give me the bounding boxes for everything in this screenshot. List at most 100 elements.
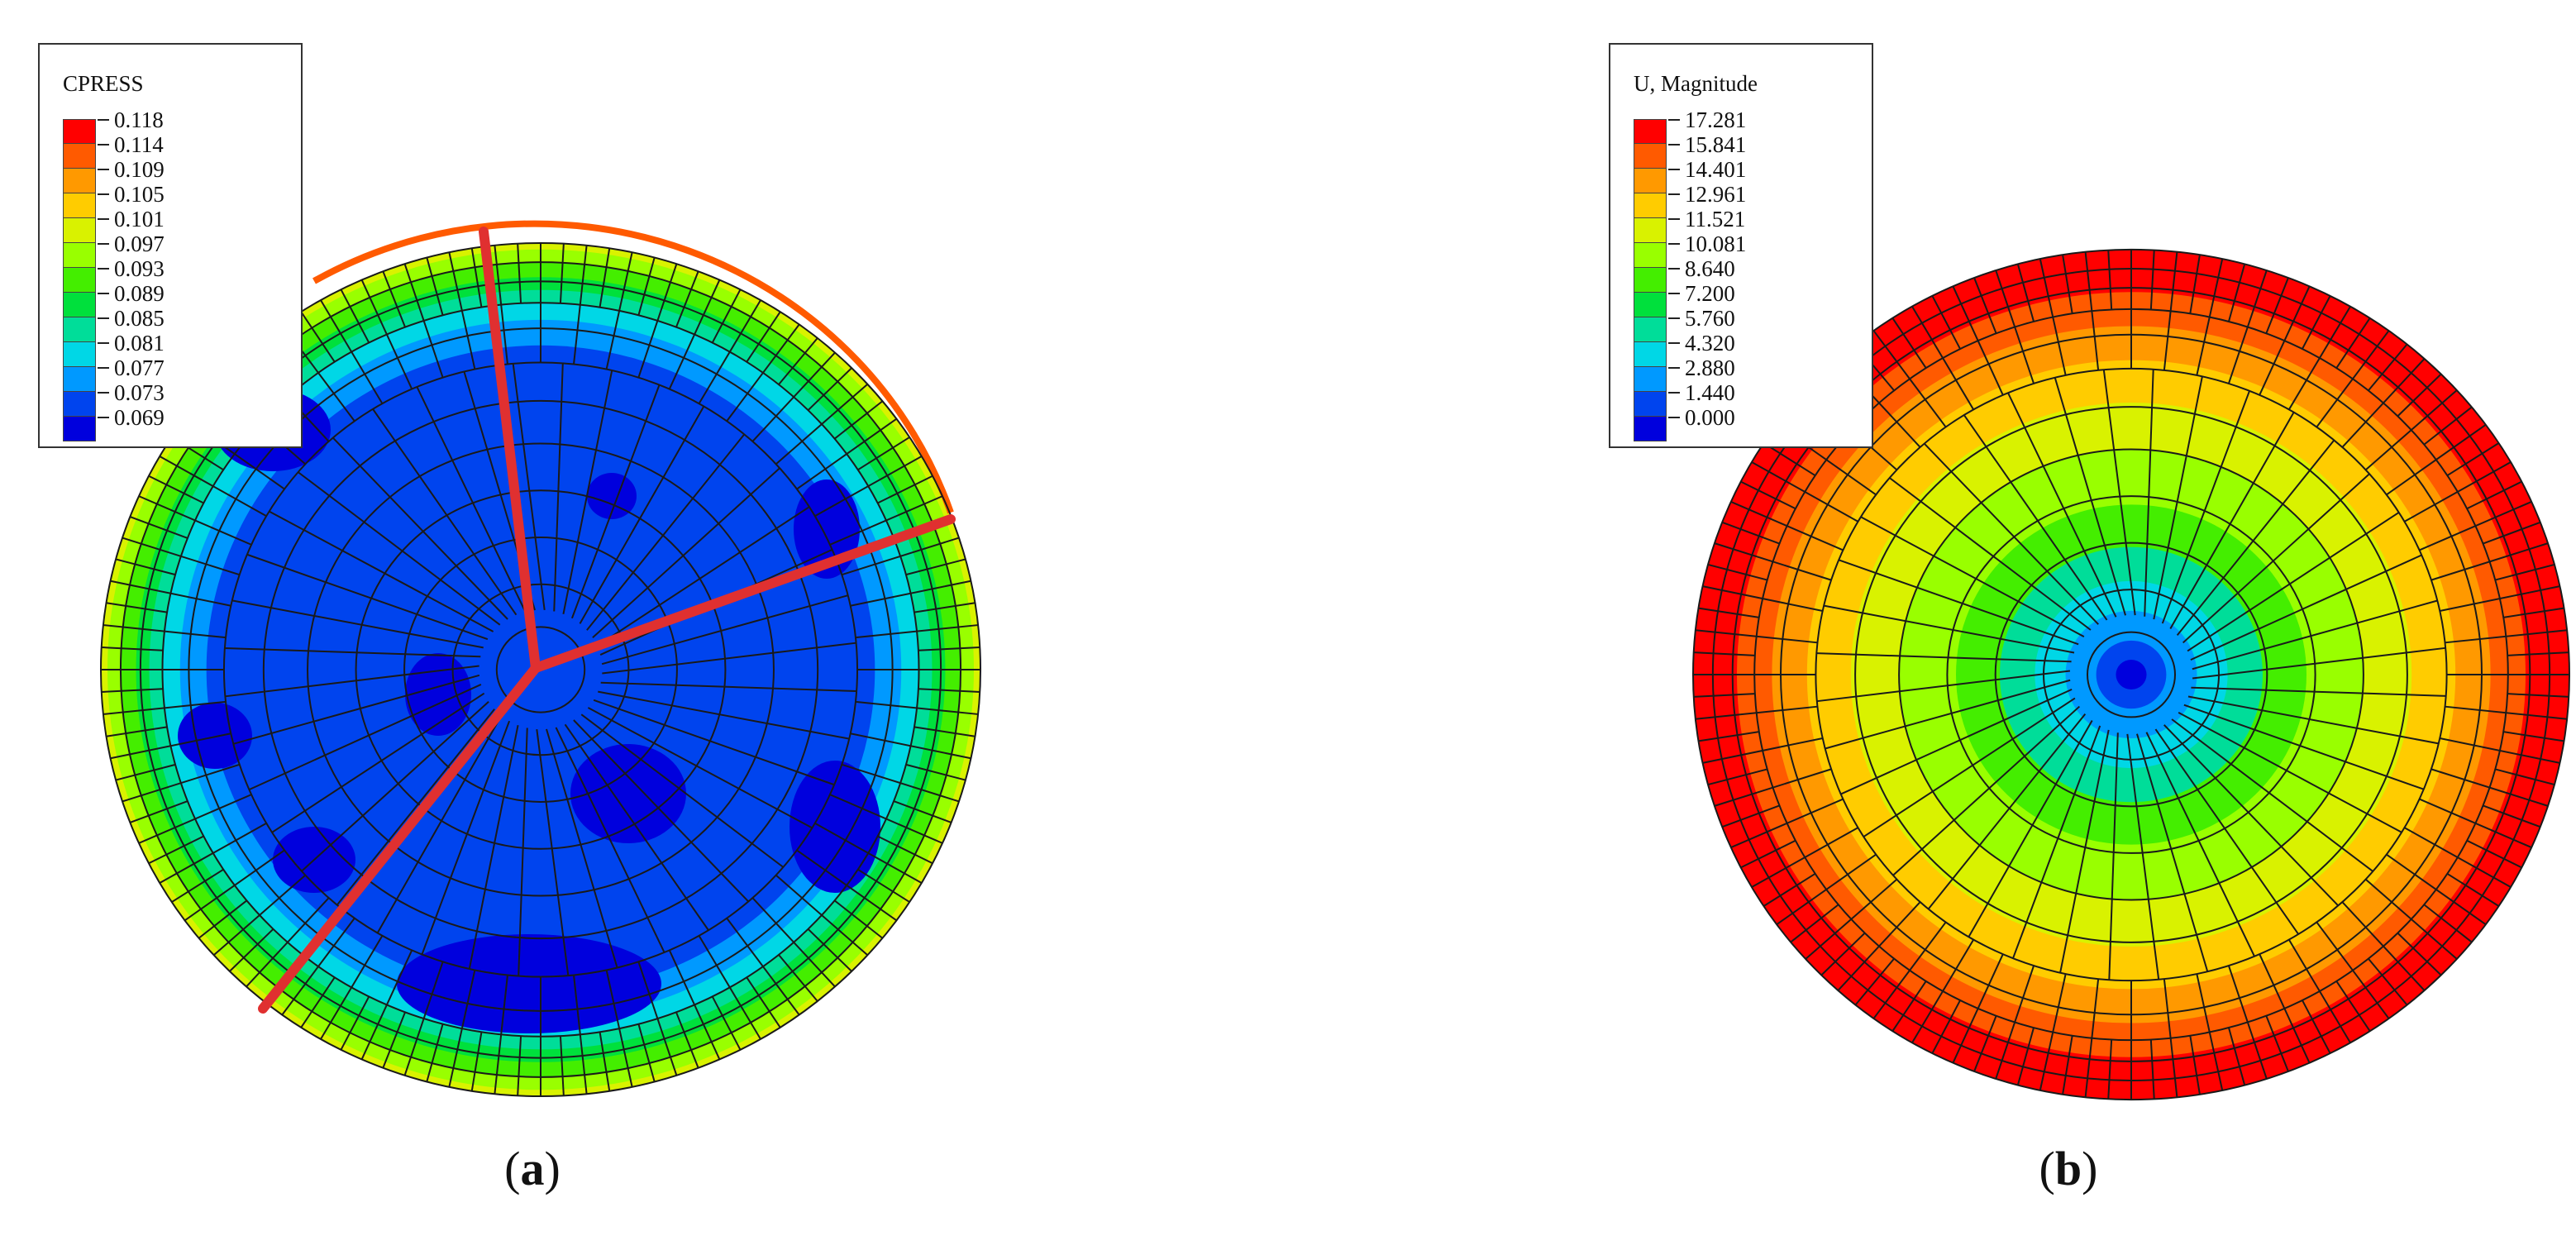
mesh-edge — [675, 1011, 699, 1069]
mesh-edge — [115, 763, 176, 781]
mesh-edge — [115, 558, 176, 576]
mesh-edge — [778, 337, 818, 385]
mesh-edge — [2039, 973, 2067, 1091]
mesh-edge — [2196, 258, 2224, 376]
mesh-edge — [592, 467, 780, 639]
legend-a: CPRESS 0.118 0.114 0.109 0.105 0.101 0.097 0.0… — [38, 43, 303, 448]
mesh-edge — [2108, 732, 2119, 980]
mesh-edge — [2397, 932, 2442, 976]
mesh-edge — [775, 383, 869, 465]
legend-swatch — [63, 417, 96, 441]
mesh-edge — [2259, 285, 2311, 396]
mesh-edge — [248, 684, 482, 791]
legend-swatch — [1634, 193, 1667, 218]
mesh-edge — [2007, 392, 2117, 618]
mesh-edge — [829, 794, 943, 844]
mesh-edge — [2171, 718, 2373, 872]
mesh-edge — [340, 995, 370, 1051]
mesh-ring — [2087, 631, 2176, 718]
mesh-edge — [2386, 424, 2487, 496]
caption-b: (b) — [2039, 1142, 2098, 1195]
mesh-edge — [320, 935, 384, 1040]
mesh-edge — [1963, 414, 2108, 621]
mesh-edge — [2192, 646, 2446, 680]
mesh-edge — [2335, 980, 2371, 1032]
mesh-edge — [637, 263, 678, 378]
mesh-edge — [1714, 768, 1832, 807]
mesh-edge — [2107, 250, 2113, 310]
mesh-edge — [605, 970, 633, 1087]
mesh-edge — [751, 897, 836, 988]
legend-swatch — [1634, 317, 1667, 342]
mesh-edge — [2176, 439, 2335, 637]
mesh-edge — [2446, 442, 2500, 477]
mesh-edge — [2084, 979, 2100, 1098]
legend-swatch — [63, 243, 96, 268]
mesh-edge — [212, 874, 307, 957]
legend-swatch — [63, 193, 96, 218]
mesh-edge — [159, 456, 267, 518]
mesh-edge — [512, 363, 546, 611]
mesh-edge — [2136, 733, 2209, 972]
mesh-edge — [599, 1032, 611, 1091]
mesh-edge — [602, 642, 856, 675]
contour-plot-a — [100, 220, 981, 1098]
legend-swatch — [1634, 342, 1667, 367]
mesh-edge — [360, 279, 413, 389]
mesh-edge — [2341, 901, 2426, 991]
mesh-edge — [914, 726, 976, 737]
partition-lines — [258, 227, 956, 1014]
mesh-edge — [905, 763, 966, 781]
mesh-edge — [796, 849, 897, 922]
mesh-edge — [1695, 705, 1818, 720]
mesh-edge — [2149, 1039, 2155, 1100]
mesh-edge — [148, 835, 204, 865]
mesh-edge — [448, 970, 476, 1087]
legend-b: U, Magnitude 17.281 15.841 14.401 12.961 11.… — [1609, 43, 1873, 448]
mesh-edge — [2440, 737, 2560, 764]
mesh-edge — [320, 299, 384, 404]
mesh-ring — [307, 442, 775, 897]
mesh-edge — [833, 899, 884, 939]
mesh-edge — [598, 690, 850, 740]
mesh-edge — [2287, 939, 2351, 1043]
mesh-edge — [751, 351, 836, 442]
mesh-edge — [546, 728, 618, 968]
mesh-edge — [138, 794, 252, 844]
mesh-edge — [579, 406, 705, 624]
mesh-edge — [332, 437, 508, 620]
mesh-edge — [129, 800, 188, 823]
mesh-edge — [2191, 686, 2446, 697]
mesh-edge — [857, 437, 910, 471]
mesh-edge — [2187, 695, 2439, 745]
mesh-edge — [1891, 980, 1927, 1032]
mesh-edge — [1911, 306, 1975, 410]
mesh-ring — [1946, 495, 2316, 854]
mesh-edge — [2228, 1027, 2246, 1085]
mesh-edge — [376, 715, 503, 933]
mesh-edge — [360, 950, 413, 1060]
mesh-edge — [517, 1036, 522, 1096]
mesh-edge — [2228, 264, 2246, 322]
mesh-ring — [1854, 406, 2408, 943]
mesh-edge — [494, 975, 508, 1095]
mesh-edge — [382, 1011, 406, 1069]
mesh-edge — [855, 624, 979, 639]
legend-swatch — [63, 317, 96, 342]
mesh-edge — [103, 624, 227, 639]
mesh-edge — [269, 510, 494, 632]
mesh-edge — [2483, 804, 2541, 828]
mesh-edge — [426, 257, 444, 316]
mesh-edge — [698, 935, 761, 1040]
mesh-edge — [1824, 604, 2075, 654]
mesh-edge — [1698, 607, 1759, 618]
mesh-edge — [914, 602, 976, 613]
mesh-edge — [494, 245, 508, 365]
mesh-edge — [2302, 1000, 2331, 1054]
mesh-edge — [2161, 390, 2250, 624]
panel-b: U, Magnitude 17.281 15.841 14.401 12.961 11.… — [1288, 0, 2576, 1250]
mesh-edge — [101, 646, 164, 651]
mesh-edge — [470, 1032, 483, 1091]
caption-a: (a) — [504, 1142, 561, 1195]
legend-title-a: CPRESS — [63, 71, 144, 96]
